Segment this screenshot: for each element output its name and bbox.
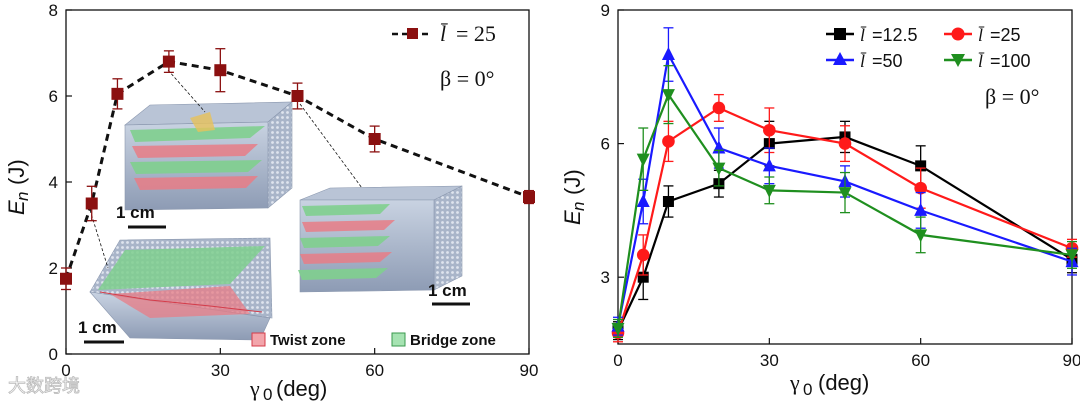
data-point (712, 101, 726, 115)
y-tick-label: 8 (49, 1, 58, 20)
data-point (914, 202, 928, 216)
twist-zone-swatch (251, 332, 266, 347)
data-point (838, 137, 852, 150)
x-axis-subscript: 0 (263, 385, 272, 404)
data-point (60, 272, 72, 285)
x-axis-unit: (deg) (276, 376, 327, 401)
data-point (162, 55, 175, 68)
right-plot-frame (617, 9, 1073, 345)
data-point (637, 271, 649, 283)
data-point (368, 133, 381, 145)
data-point (661, 47, 675, 61)
specimen-image-top (124, 101, 293, 211)
y-tick-label: 9 (601, 1, 610, 20)
specimen-image-right (298, 185, 463, 293)
series-line (616, 51, 1073, 327)
scale-label: 1 cm (78, 318, 117, 337)
leader-line (89, 209, 109, 269)
x-tick-label: 90 (520, 361, 539, 380)
y-tick-label: 6 (49, 87, 58, 106)
specimen-image-left (89, 237, 273, 341)
watermark: 大数跨境 (8, 376, 80, 397)
scale-label: 1 cm (116, 203, 155, 222)
x-tick-label: 60 (911, 351, 930, 370)
legend-marker (833, 52, 847, 65)
data-point (915, 160, 927, 172)
data-point (85, 197, 98, 210)
bridge-zone-label: Bridge zone (410, 332, 496, 349)
series-line (616, 92, 1073, 329)
legend-marker (834, 28, 846, 40)
y-axis-subscript: n (13, 192, 32, 201)
series-line (616, 106, 1073, 334)
y-tick-label: 2 (49, 259, 58, 278)
scale-label: 1 cm (428, 281, 467, 300)
data-point (763, 123, 776, 137)
data-point (662, 135, 675, 148)
legend-value: = 25 (456, 21, 496, 46)
data-point (1065, 249, 1079, 263)
legend-marker (407, 28, 418, 39)
data-point (111, 87, 124, 100)
legend-symbol: l̄ (440, 21, 449, 46)
x-axis-unit: (deg) (818, 370, 869, 395)
y-axis-main: E (4, 200, 29, 215)
right-chart: l̄ =12.5 l̄ =25 l̄ =50 l̄ =100 β = 0° 0 3… (560, 1, 1080, 399)
y-axis-main: E (560, 210, 585, 225)
x-axis-subscript: 0 (803, 380, 812, 399)
twist-zone-label: Twist zone (270, 332, 346, 349)
legend-label: =25 (990, 25, 1021, 45)
legend-label: =12.5 (872, 25, 918, 45)
leader-line (299, 103, 363, 189)
data-point (914, 229, 928, 243)
bridge-zone-swatch (391, 332, 406, 347)
y-axis-unit: (J) (560, 169, 585, 195)
x-tick-label: 30 (760, 351, 779, 370)
x-tick-label: 90 (1063, 351, 1080, 370)
data-point (838, 187, 852, 201)
legend-symbol: l̄ (978, 25, 985, 45)
left-chart: 1 cm 1 cm 1 cm Twist zone Bridge zone l̄… (4, 1, 538, 404)
data-point (914, 181, 927, 195)
data-point (762, 158, 776, 172)
data-point (611, 322, 625, 336)
data-point (661, 89, 675, 103)
data-point (636, 193, 650, 207)
x-tick-label: 60 (365, 361, 384, 380)
data-point (636, 153, 650, 167)
data-point (762, 184, 776, 198)
y-axis-unit: (J) (4, 159, 29, 185)
series-line (64, 60, 530, 280)
data-point (636, 248, 650, 262)
x-tick-label: 0 (61, 361, 70, 380)
y-axis-subscript: n (569, 202, 588, 211)
y-tick-label: 3 (601, 268, 610, 287)
data-point (291, 90, 304, 102)
data-point (523, 191, 535, 204)
y-tick-label: 0 (49, 345, 58, 364)
legend-marker (951, 54, 965, 67)
data-point (712, 162, 726, 176)
data-point (214, 64, 227, 77)
series-line (617, 135, 1073, 332)
leader-line (167, 69, 206, 113)
legend-marker (951, 27, 965, 41)
x-axis-greek: γ (249, 376, 260, 401)
legend-label: =100 (990, 51, 1031, 71)
beta-annotation: β = 0° (440, 66, 494, 91)
y-tick-label: 4 (49, 173, 58, 192)
legend-label: =50 (872, 51, 903, 71)
legend-symbol: l̄ (860, 51, 867, 71)
x-axis-greek: γ (789, 370, 800, 395)
y-tick-label: 6 (601, 135, 610, 154)
data-point (662, 195, 674, 207)
right-legend: l̄ =12.5 l̄ =25 l̄ =50 l̄ =100 (826, 25, 1031, 71)
x-tick-label: 0 (613, 351, 622, 370)
legend-symbol: l̄ (860, 25, 867, 45)
x-tick-label: 30 (211, 361, 230, 380)
legend-symbol: l̄ (978, 51, 985, 71)
beta-annotation: β = 0° (985, 84, 1039, 109)
